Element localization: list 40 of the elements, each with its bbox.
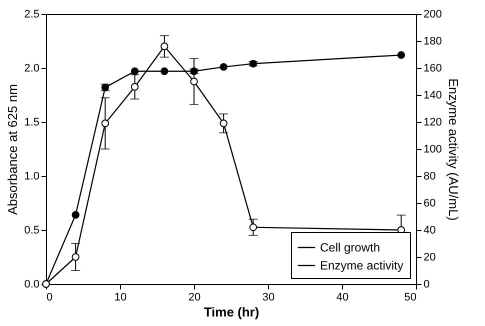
point <box>130 67 139 76</box>
y2-tick-label: 100 <box>424 144 442 156</box>
y2-tick-label: 80 <box>424 170 436 182</box>
x-tick-label: 50 <box>404 292 416 304</box>
x-tick-label: 40 <box>336 292 349 304</box>
y2-tick-label: 200 <box>424 8 442 20</box>
x-tick-label: 10 <box>114 292 127 304</box>
x-axis-title: Time (hr) <box>204 304 260 320</box>
y-axis-title: Absorbance at 625 nm <box>5 84 20 215</box>
y-tick-label: 2.5 <box>24 8 40 20</box>
point <box>397 51 406 59</box>
y-tick-label: 1.0 <box>24 170 40 182</box>
point <box>160 42 168 50</box>
point <box>220 120 228 128</box>
y2-tick-label: 180 <box>424 36 442 48</box>
x-tick-label: 0 <box>46 292 53 304</box>
y-tick-label: 2.0 <box>24 62 40 74</box>
y2-tick-label: 140 <box>424 90 442 102</box>
point <box>130 83 139 91</box>
x-tick-label: 20 <box>188 292 201 304</box>
y-tick-label: 0.5 <box>24 224 40 236</box>
legend-label: Enzyme activity <box>320 258 404 272</box>
point <box>160 67 168 76</box>
y-tick-label: 1.5 <box>24 116 40 128</box>
point <box>249 223 258 232</box>
y2-tick-label: 160 <box>424 62 442 74</box>
y2-tick-label: 120 <box>424 116 442 128</box>
y2-axis-title: Enzyme activity (AU/mL) <box>446 78 461 221</box>
x-tick-label: 30 <box>262 292 275 304</box>
point <box>101 120 110 128</box>
y2-tick-label: 20 <box>424 252 436 264</box>
y2-tick-label: 40 <box>424 224 436 236</box>
point <box>190 78 198 86</box>
point <box>72 211 80 219</box>
point <box>220 63 228 71</box>
y2-tick-label: 60 <box>424 198 436 210</box>
point <box>72 253 80 261</box>
y2-tick-label: 0 <box>424 278 430 290</box>
y-tick-label: 0.0 <box>24 278 40 290</box>
legend-label: Cell growth <box>320 240 380 254</box>
